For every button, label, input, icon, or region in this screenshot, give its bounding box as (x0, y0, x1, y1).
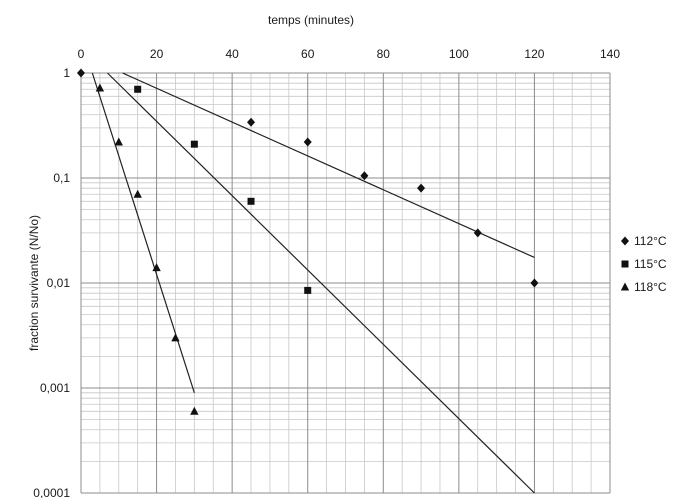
marker-diamond (247, 117, 256, 127)
x-tick-label: 140 (600, 47, 620, 61)
legend-label: 118°C (634, 280, 667, 294)
x-tick-labels: 0 20 40 60 80 100 120 140 (78, 47, 621, 61)
marker-square (247, 197, 255, 205)
x-tick-label: 60 (301, 47, 315, 61)
marker-square (304, 286, 312, 294)
trendline-diamond (122, 72, 535, 259)
marker-diamond (530, 278, 539, 288)
marker-diamond (360, 171, 369, 181)
data-points (77, 68, 539, 415)
marker-triangle (152, 263, 161, 272)
legend-label: 115°C (634, 257, 667, 271)
marker-square (621, 260, 629, 268)
marker-triangle (133, 189, 142, 198)
marker-diamond (473, 228, 482, 238)
x-tick-label: 100 (449, 47, 469, 61)
x-tick-label: 40 (225, 47, 239, 61)
marker-triangle (95, 83, 105, 92)
y-tick-label: 0,001 (40, 381, 70, 395)
marker-diamond (621, 236, 629, 246)
y-tick-label: 0,01 (47, 276, 71, 290)
marker-triangle (620, 282, 630, 291)
y-axis-title: fraction survivante (N/No) (27, 215, 41, 351)
marker-diamond (417, 183, 426, 193)
marker-triangle (190, 406, 199, 415)
y-tick-labels: 1 0,1 0,01 0,001 0,0001 (33, 66, 70, 498)
x-tick-label: 0 (78, 47, 85, 61)
marker-diamond (303, 137, 312, 147)
marker-diamond (77, 68, 85, 78)
x-tick-label: 20 (150, 47, 164, 61)
marker-triangle (114, 137, 123, 146)
y-tick-label: 1 (63, 66, 70, 80)
x-tick-label: 120 (524, 47, 544, 61)
legend: 112°C 115°C 118°C (620, 234, 667, 294)
x-axis-title: temps (minutes) (268, 13, 354, 27)
trendline-square (107, 72, 535, 494)
marker-square (134, 85, 142, 93)
x-tick-label: 80 (377, 47, 391, 61)
y-tick-label: 0,1 (53, 171, 70, 185)
legend-label: 112°C (634, 234, 667, 248)
y-tick-label: 0,0001 (33, 486, 70, 498)
marker-triangle (171, 333, 180, 342)
marker-square (190, 140, 198, 148)
